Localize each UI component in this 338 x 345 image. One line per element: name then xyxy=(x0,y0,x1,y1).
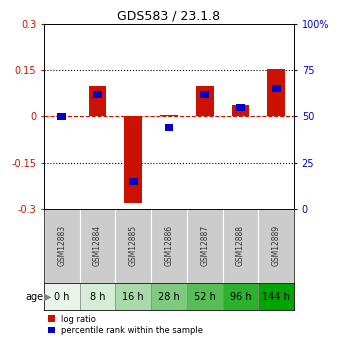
Bar xyxy=(151,209,187,283)
Text: GSM12885: GSM12885 xyxy=(129,225,138,266)
Text: 0 h: 0 h xyxy=(54,292,70,302)
Bar xyxy=(200,91,209,98)
Text: 144 h: 144 h xyxy=(262,292,290,302)
Text: 8 h: 8 h xyxy=(90,292,105,302)
Legend: log ratio, percentile rank within the sample: log ratio, percentile rank within the sa… xyxy=(48,315,203,335)
Text: GSM12888: GSM12888 xyxy=(236,225,245,266)
Bar xyxy=(258,209,294,283)
Bar xyxy=(115,283,151,311)
Bar xyxy=(223,209,258,283)
Bar xyxy=(93,91,102,98)
Text: 52 h: 52 h xyxy=(194,292,216,302)
Bar xyxy=(272,86,281,92)
Text: ▶: ▶ xyxy=(44,292,51,302)
Bar xyxy=(267,69,285,117)
Text: 28 h: 28 h xyxy=(158,292,180,302)
Bar xyxy=(236,104,245,111)
Bar xyxy=(165,124,173,131)
Bar xyxy=(89,86,106,117)
Bar xyxy=(44,209,80,283)
Title: GDS583 / 23.1.8: GDS583 / 23.1.8 xyxy=(117,10,221,23)
Text: 16 h: 16 h xyxy=(122,292,144,302)
Bar xyxy=(151,283,187,311)
Bar xyxy=(258,283,294,311)
Bar xyxy=(187,209,223,283)
Bar xyxy=(44,283,80,311)
Bar xyxy=(232,105,249,117)
Text: age: age xyxy=(25,292,43,302)
Text: GSM12889: GSM12889 xyxy=(272,225,281,266)
Text: GSM12884: GSM12884 xyxy=(93,225,102,266)
Bar xyxy=(124,117,142,203)
Bar xyxy=(187,283,223,311)
Bar xyxy=(129,178,138,185)
Bar xyxy=(115,209,151,283)
Text: GSM12883: GSM12883 xyxy=(57,225,66,266)
Bar xyxy=(160,115,178,117)
Bar xyxy=(80,209,115,283)
Text: GSM12886: GSM12886 xyxy=(165,225,173,266)
Bar xyxy=(57,113,66,120)
Bar xyxy=(196,86,214,117)
Text: GSM12887: GSM12887 xyxy=(200,225,209,266)
Bar xyxy=(223,283,258,311)
Bar xyxy=(80,283,115,311)
Text: 96 h: 96 h xyxy=(230,292,251,302)
